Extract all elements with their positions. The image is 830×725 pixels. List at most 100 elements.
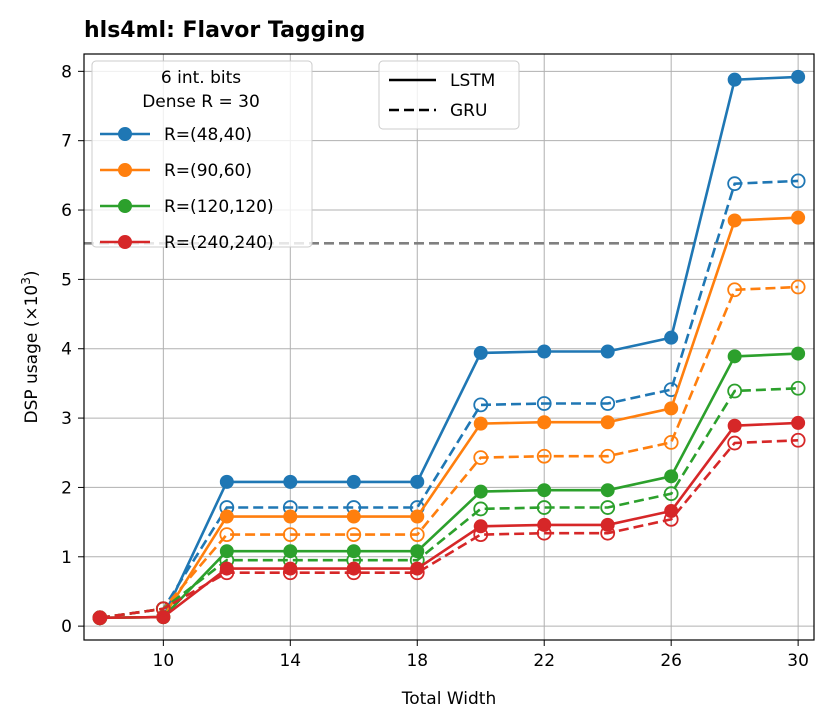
series-line <box>99 352 799 620</box>
series-group <box>92 69 806 626</box>
data-point <box>410 474 425 489</box>
x-tick-label: 22 <box>533 651 555 671</box>
plot-frame <box>83 53 815 641</box>
data-point <box>791 415 806 430</box>
legend-swatch-marker <box>118 199 132 213</box>
data-point <box>537 483 552 498</box>
legend-entry: R=(48,40) <box>100 125 252 145</box>
series-line <box>99 75 799 620</box>
data-point <box>663 434 679 450</box>
data-point <box>92 610 108 626</box>
data-point <box>600 448 616 464</box>
data-point <box>727 383 743 399</box>
legend-entry: R=(240,240) <box>100 233 274 253</box>
legend-models-frame <box>378 60 520 130</box>
series-line <box>99 421 799 620</box>
data-point <box>664 401 679 416</box>
series-line <box>99 216 799 620</box>
x-tick-label: 30 <box>787 651 809 671</box>
y-tick-label: 1 <box>61 548 72 568</box>
data-point <box>346 509 361 524</box>
legend-models: LSTM GRU <box>378 60 520 130</box>
series-line <box>99 439 799 620</box>
legend-entry-label: GRU <box>450 101 487 121</box>
data-point <box>600 396 616 411</box>
x-tick-label: 26 <box>660 651 682 671</box>
data-point <box>219 474 234 489</box>
y-tick-label: 6 <box>61 201 72 221</box>
data-point <box>600 344 615 359</box>
x-axis-ticks: 10 14 18 22 26 30 <box>153 640 809 671</box>
y-axis-label-suffix: ) <box>22 270 42 277</box>
data-point <box>346 474 361 489</box>
legend-entry: R=(90,60) <box>100 161 252 181</box>
data-point <box>664 469 679 484</box>
series-gru-r-240-240 <box>92 432 806 626</box>
data-point <box>536 525 552 541</box>
y-axis-label: DSP usage (×103) <box>19 270 42 423</box>
data-point <box>791 210 806 225</box>
y-axis-ticks: 0 1 2 3 4 5 6 7 8 <box>61 62 84 637</box>
x-tick-label: 14 <box>279 651 301 671</box>
y-tick-label: 8 <box>61 62 72 82</box>
legend-swatch-marker <box>118 163 132 177</box>
data-point <box>791 346 806 361</box>
data-point <box>727 349 742 364</box>
legend-entry-label: R=(240,240) <box>164 233 274 253</box>
data-point <box>473 484 488 499</box>
data-point <box>791 69 806 84</box>
data-point <box>790 173 806 189</box>
data-point <box>790 380 806 396</box>
x-tick-label: 10 <box>153 651 175 671</box>
series-line <box>99 285 799 620</box>
data-point <box>663 486 679 502</box>
legend-regions: 6 int. bits Dense R = 30 R=(48,40) R=(90,… <box>91 60 313 253</box>
chart-title: hls4ml: Flavor Tagging <box>84 18 365 43</box>
data-point <box>600 500 616 515</box>
series-lstm-r-120-120 <box>92 346 806 625</box>
y-axis-label-exponent: 3 <box>19 277 33 285</box>
legend-regions-frame <box>91 60 313 248</box>
data-point <box>473 501 489 517</box>
data-point <box>790 432 806 448</box>
legend-entry-label: R=(120,120) <box>164 197 274 217</box>
y-tick-label: 2 <box>61 478 72 498</box>
data-point <box>473 345 488 360</box>
y-tick-label: 3 <box>61 409 72 429</box>
data-point <box>536 448 552 464</box>
data-point <box>727 72 742 87</box>
legend-entry-label: R=(48,40) <box>164 125 252 145</box>
data-point <box>727 176 743 192</box>
data-point <box>409 527 425 542</box>
data-point <box>473 527 489 542</box>
data-point <box>346 527 362 542</box>
data-point <box>536 396 552 411</box>
data-point <box>473 416 488 431</box>
legend-header-line2: Dense R = 30 <box>142 92 260 112</box>
data-point <box>727 213 742 228</box>
legend-swatch-marker <box>118 235 132 249</box>
legend-entry-label: R=(90,60) <box>164 161 252 181</box>
legend-entry: GRU <box>389 101 487 121</box>
data-point <box>219 509 234 524</box>
data-point <box>409 565 425 581</box>
data-point <box>537 344 552 359</box>
data-point <box>282 565 298 581</box>
y-tick-label: 7 <box>61 132 72 152</box>
series-line <box>99 179 799 620</box>
data-point <box>600 483 615 498</box>
data-point <box>473 450 489 466</box>
data-point <box>219 527 235 542</box>
data-point <box>600 525 616 541</box>
data-point <box>537 415 552 430</box>
y-tick-label: 5 <box>61 270 72 290</box>
data-point <box>536 500 552 515</box>
data-point <box>790 279 806 295</box>
y-tick-label: 0 <box>61 617 72 637</box>
data-point <box>727 418 742 433</box>
data-point <box>663 511 679 527</box>
legend-entry: R=(120,120) <box>100 197 274 217</box>
data-point <box>664 330 679 345</box>
y-tick-label: 4 <box>61 340 72 360</box>
